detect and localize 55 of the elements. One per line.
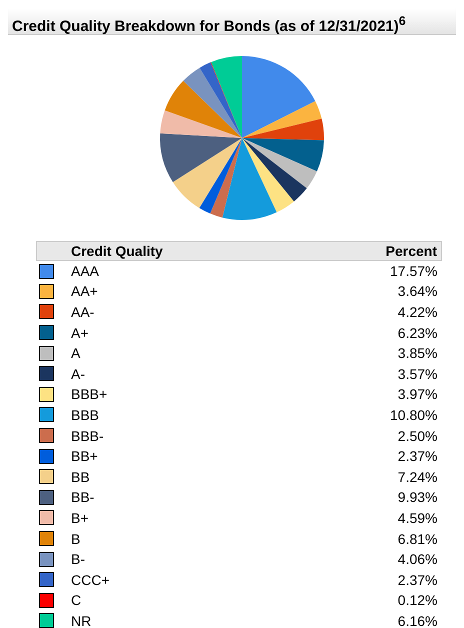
legend-label: AA- [70,302,96,322]
pie-slice [199,138,242,214]
data-label: 6.23% [396,324,438,343]
data-label: 4.06% [396,550,438,570]
pie-slice [200,62,242,138]
pie-slice [160,110,242,138]
pie-slice [242,138,324,172]
legend-label: BB [70,468,91,487]
data-label: 3.85% [396,344,438,364]
pie-slice [242,138,294,212]
data-label: 2.50% [396,426,438,446]
data-label: 6.81% [396,530,438,549]
data-label: 2.37% [396,447,438,466]
legend-label: BBB+ [70,385,108,404]
legend-label: A+ [70,324,90,343]
pie-slice [222,138,277,220]
data-label: 4.22% [396,302,438,322]
pie-slice [242,118,324,140]
legend-label: A [70,344,82,364]
legend-label: NR [70,612,92,628]
legend-label: BBB [70,406,100,425]
text: Percent [384,242,438,260]
legend-label: BBB- [70,426,105,446]
legend-label: A- [70,364,86,384]
legend-label: B [70,530,82,549]
pie-slice [164,80,242,138]
data-label: 0.12% [396,591,438,610]
data-label: 3.57% [396,364,438,384]
data-label: 3.64% [396,282,438,302]
legend-label: CCC+ [70,570,111,590]
data-label: 6.16% [396,612,438,628]
chart-title: Credit Quality Breakdown for Bonds (as of 12/31/2021)$^{6}$ [8,8,456,35]
data-label: 2.37% [396,570,438,590]
legend-label: B+ [70,508,90,528]
pie-slice [242,101,322,138]
data-label: 4.59% [396,508,438,528]
legend-label: C [70,591,82,610]
pie-slice [172,138,242,208]
data-label: 3.97% [396,385,438,404]
data-label: 9.93% [396,488,438,508]
pie-slice [242,138,307,202]
legend-label: B- [70,550,86,570]
legend-label: BB- [70,488,96,508]
legend-title: Credit Quality [70,242,164,260]
data-label: 7.24% [396,468,438,487]
legend-label: BB+ [70,447,99,466]
data-label: 10.80% [389,406,438,425]
data-label: 17.57% [389,262,438,282]
pie-slice [160,133,242,182]
legend-label: AA+ [70,282,99,302]
legend-label: AAA [70,262,100,282]
pie-slice [242,56,316,138]
pie-slice [183,68,242,138]
pie-slice [210,138,242,218]
pie-slice [242,138,317,188]
